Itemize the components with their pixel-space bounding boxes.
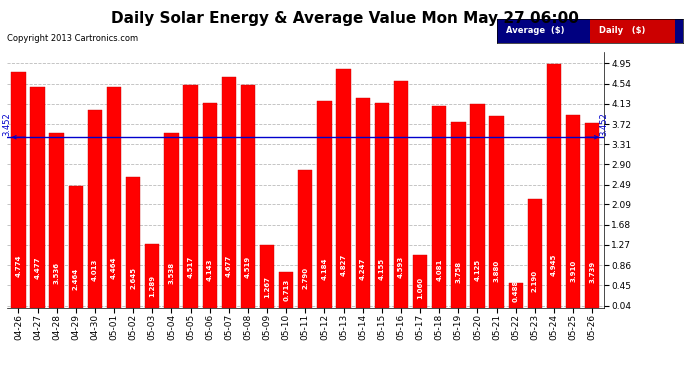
Bar xyxy=(505,19,590,43)
Bar xyxy=(221,77,236,308)
Text: Daily Solar Energy & Average Value Mon May 27 06:00: Daily Solar Energy & Average Value Mon M… xyxy=(111,11,579,26)
Text: Average  ($): Average ($) xyxy=(506,26,564,36)
Bar xyxy=(279,272,293,308)
Text: 3.452: 3.452 xyxy=(599,112,609,136)
Text: 4.081: 4.081 xyxy=(436,258,442,281)
Bar xyxy=(337,69,351,308)
Bar xyxy=(50,133,63,308)
Text: 0.713: 0.713 xyxy=(283,279,289,301)
Text: 0.488: 0.488 xyxy=(513,280,519,302)
Bar xyxy=(489,116,504,308)
Bar xyxy=(317,101,332,308)
Bar xyxy=(164,133,179,308)
Bar xyxy=(11,72,26,308)
Text: 4.013: 4.013 xyxy=(92,259,98,281)
Bar xyxy=(375,103,389,308)
Text: Copyright 2013 Cartronics.com: Copyright 2013 Cartronics.com xyxy=(7,34,138,43)
Bar xyxy=(30,87,45,308)
Bar xyxy=(88,110,102,308)
Text: 4.477: 4.477 xyxy=(34,256,41,279)
Bar xyxy=(145,244,159,308)
Text: 4.677: 4.677 xyxy=(226,255,232,278)
Bar xyxy=(528,200,542,308)
Bar xyxy=(241,85,255,308)
Bar xyxy=(451,122,466,308)
Text: 2.464: 2.464 xyxy=(72,268,79,291)
Text: 1.060: 1.060 xyxy=(417,277,423,299)
Bar xyxy=(394,81,408,308)
Bar xyxy=(566,115,580,308)
Bar xyxy=(202,103,217,308)
Text: 1.267: 1.267 xyxy=(264,276,270,297)
Bar xyxy=(432,106,446,307)
Bar xyxy=(68,186,83,308)
Text: 3.910: 3.910 xyxy=(570,260,576,282)
Text: 4.143: 4.143 xyxy=(207,258,213,280)
Text: 4.774: 4.774 xyxy=(15,254,21,277)
Text: 3.758: 3.758 xyxy=(455,261,462,283)
Text: 3.880: 3.880 xyxy=(493,260,500,282)
Text: 3.739: 3.739 xyxy=(589,261,595,283)
Text: 4.184: 4.184 xyxy=(322,258,328,280)
Text: 4.464: 4.464 xyxy=(111,256,117,279)
Bar xyxy=(107,87,121,308)
Text: 2.790: 2.790 xyxy=(302,266,308,288)
Bar xyxy=(471,104,484,308)
Bar xyxy=(585,123,600,308)
Text: 4.945: 4.945 xyxy=(551,254,557,276)
Text: 1.289: 1.289 xyxy=(149,275,155,297)
Bar xyxy=(590,19,675,43)
Text: 4.125: 4.125 xyxy=(475,258,480,280)
Text: 4.827: 4.827 xyxy=(341,254,346,276)
Text: 2.190: 2.190 xyxy=(532,270,538,292)
Bar xyxy=(184,85,198,308)
Text: 4.517: 4.517 xyxy=(188,256,194,278)
Bar xyxy=(355,98,370,308)
Text: 2.645: 2.645 xyxy=(130,267,136,290)
Bar xyxy=(298,170,313,308)
Text: 3.452: 3.452 xyxy=(2,112,12,136)
Bar xyxy=(126,177,140,308)
Text: 4.155: 4.155 xyxy=(379,258,385,280)
Text: Daily   ($): Daily ($) xyxy=(599,26,646,36)
Text: 4.593: 4.593 xyxy=(398,256,404,278)
Text: 3.538: 3.538 xyxy=(168,262,175,284)
Bar xyxy=(260,245,274,308)
Bar xyxy=(509,284,523,308)
Text: 4.247: 4.247 xyxy=(359,258,366,280)
Text: 4.519: 4.519 xyxy=(245,256,251,278)
Bar xyxy=(547,64,561,308)
Text: 3.536: 3.536 xyxy=(54,262,59,284)
Bar xyxy=(413,255,427,308)
